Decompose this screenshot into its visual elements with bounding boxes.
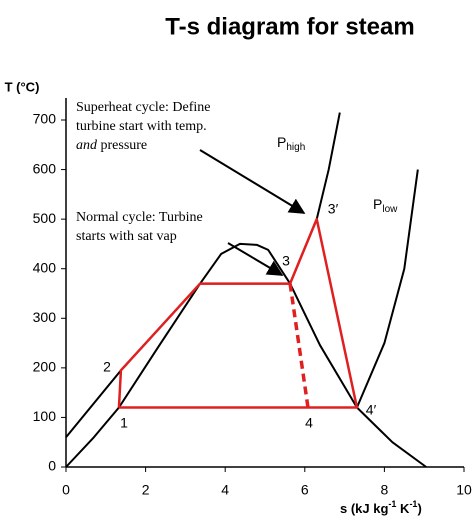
- x-tick-label: 4: [221, 482, 229, 498]
- y-tick-label: 400: [33, 259, 57, 275]
- curve-label: Plow: [373, 196, 398, 215]
- point-label: 3′: [328, 201, 339, 217]
- y-tick-label: 500: [33, 210, 57, 226]
- y-axis-title: T (°C): [5, 79, 40, 94]
- annotation: starts with sat vap: [76, 229, 177, 244]
- curve: [356, 169, 419, 408]
- x-tick-label: 6: [301, 482, 309, 498]
- x-tick-label: 2: [142, 482, 150, 498]
- curve-label-main: P: [373, 196, 382, 212]
- curve: [65, 242, 427, 468]
- annotation: turbine start with temp.: [76, 119, 207, 134]
- curve: [117, 217, 359, 409]
- y-tick-label: 100: [33, 408, 57, 424]
- x-tick-label: 10: [456, 482, 472, 498]
- arrow: [199, 149, 306, 214]
- x-axis-title: s (kJ kg-1 K-1): [340, 499, 422, 516]
- chart-title: T-s diagram for steam: [165, 13, 414, 40]
- curve-label-sub: high: [286, 142, 305, 153]
- annotation: Superheat cycle: Define: [76, 100, 211, 115]
- curve-label: Phigh: [277, 134, 305, 153]
- point-label: 1: [120, 415, 128, 431]
- curve-label-main: P: [277, 134, 286, 150]
- annotation-italic: and: [76, 138, 98, 153]
- point-label: 3: [282, 253, 290, 269]
- y-tick-label: 700: [33, 111, 57, 127]
- annotation: Normal cycle: Turbine: [76, 210, 203, 225]
- y-tick-label: 600: [33, 160, 57, 176]
- x-tick-label: 8: [381, 482, 389, 498]
- point-label: 4′: [366, 402, 377, 418]
- annotation-rest: pressure: [97, 138, 147, 153]
- y-tick-label: 200: [33, 359, 57, 375]
- curve: [65, 112, 341, 438]
- arrow: [227, 242, 284, 276]
- x-tick-label: 0: [62, 482, 70, 498]
- y-tick-label: 300: [33, 309, 57, 325]
- curve-label-sub: low: [382, 204, 398, 215]
- point-label: 2: [103, 359, 111, 375]
- curve: [288, 283, 310, 408]
- annotation: and pressure: [76, 138, 147, 153]
- point-label: 4: [305, 415, 313, 431]
- y-tick-label: 0: [48, 458, 56, 474]
